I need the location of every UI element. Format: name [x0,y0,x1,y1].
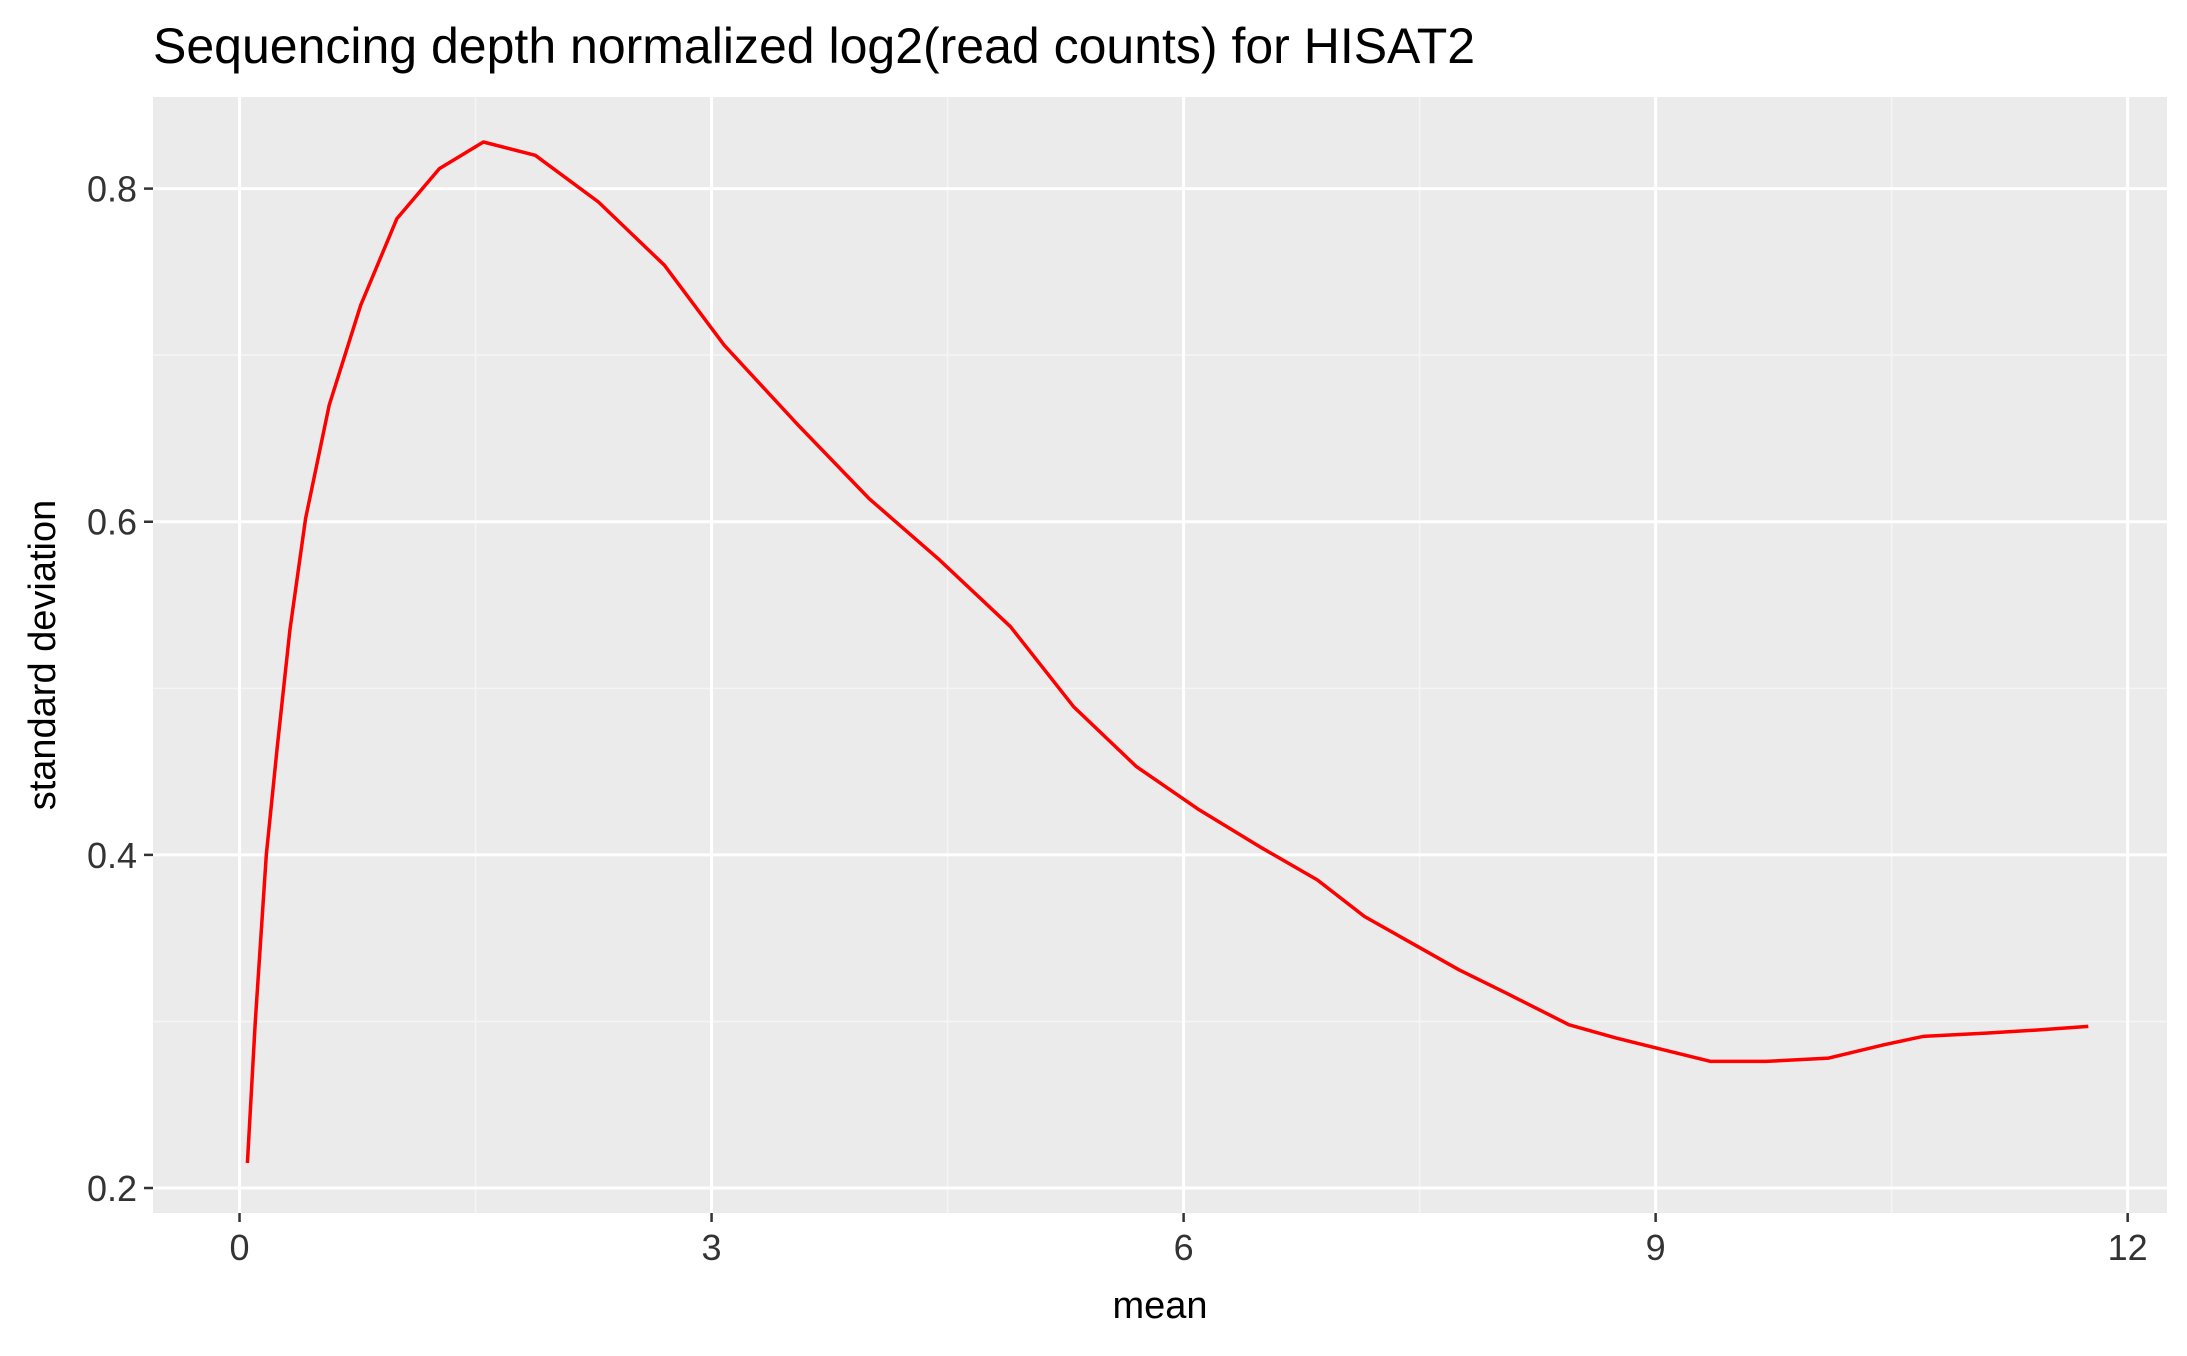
x-tick-label: 6 [1174,1227,1194,1268]
x-axis: 0 3 6 9 12 [230,1213,2148,1268]
data-series [245,140,2089,1164]
y-axis-title: standard deviation [22,500,64,811]
y-tick-label: 0.2 [87,1168,137,1209]
y-tick-label: 0.6 [87,502,137,543]
y-axis: 0.2 0.4 0.6 0.8 [87,169,153,1209]
x-tick-label: 9 [1646,1227,1666,1268]
x-tick-label: 0 [230,1227,250,1268]
minor-gridlines [153,97,2167,1213]
series-line [245,140,2089,1164]
major-gridlines [153,97,2167,1213]
y-tick-label: 0.4 [87,835,137,876]
y-tick-label: 0.8 [87,169,137,210]
x-tick-label: 12 [2108,1227,2148,1268]
x-axis-title: mean [1112,1285,1207,1327]
plot-panel [153,97,2167,1213]
chart-title: Sequencing depth normalized log2(read co… [153,18,1475,74]
x-tick-label: 3 [702,1227,722,1268]
